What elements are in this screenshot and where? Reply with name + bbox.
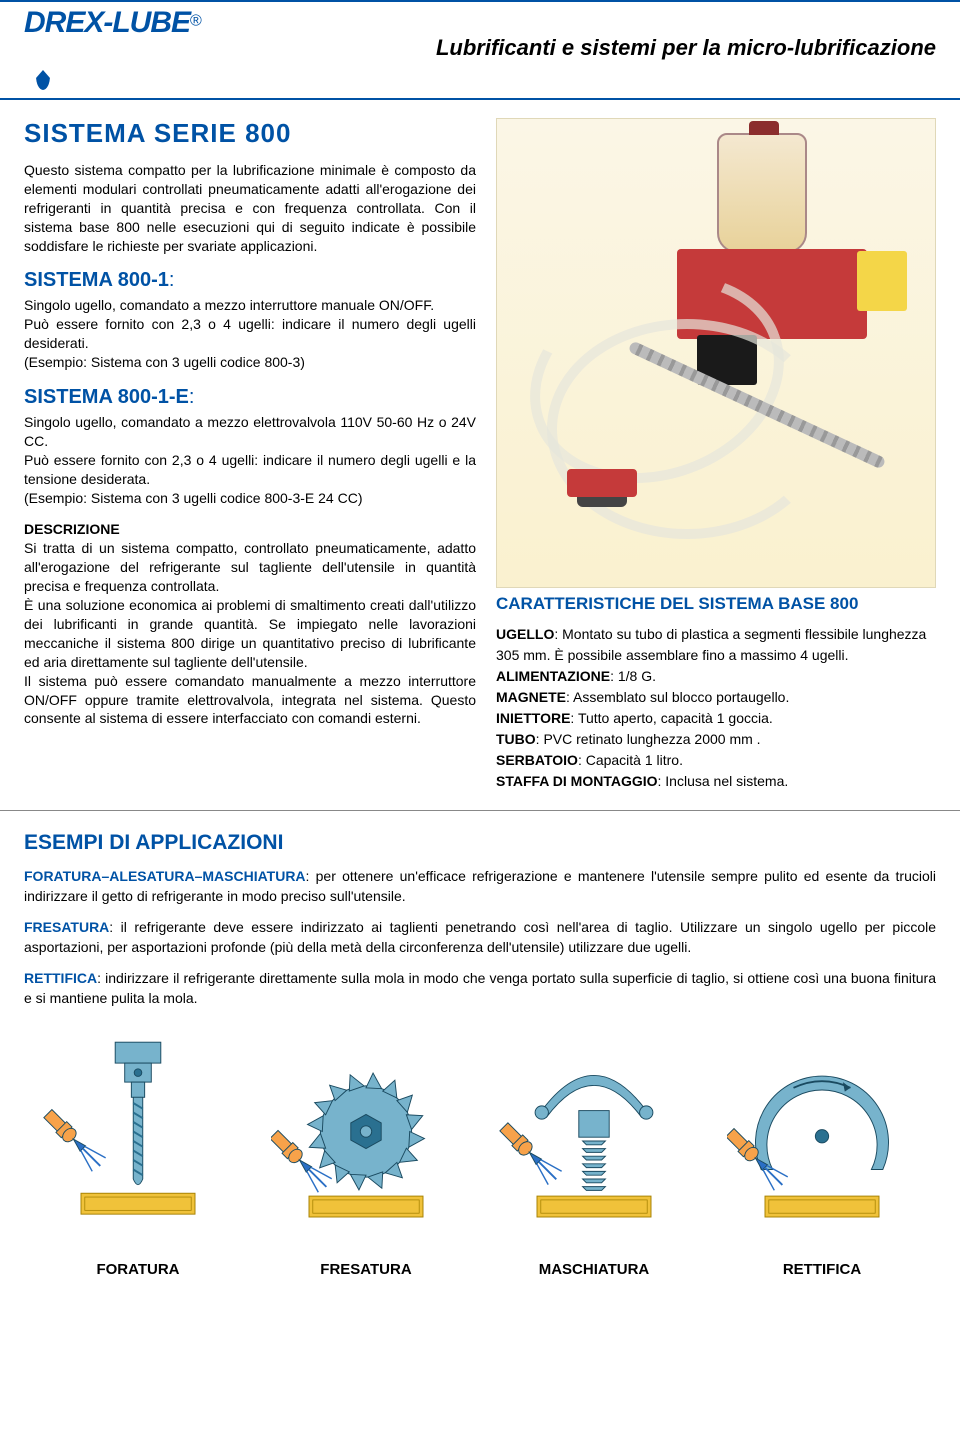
example-item: FRESATURA: il refrigerante deve essere i…	[24, 918, 936, 957]
spec-row: TUBO: PVC retinato lunghezza 2000 mm .	[496, 729, 936, 750]
diagram-cell: FORATURA	[43, 1031, 233, 1278]
examples-section: ESEMPI DI APPLICAZIONI FORATURA–ALESATUR…	[0, 810, 960, 1009]
variant-800-1e-body: Singolo ugello, comandato a mezzo elettr…	[24, 413, 476, 507]
example-lead: RETTIFICA	[24, 970, 97, 986]
spec-label: ALIMENTAZIONE	[496, 668, 610, 684]
variant-800-1-body: Singolo ugello, comandato a mezzo interr…	[24, 296, 476, 372]
spec-row: ALIMENTAZIONE: 1/8 G.	[496, 666, 936, 687]
spec-value: : 1/8 G.	[610, 668, 656, 684]
spec-row: STAFFA DI MONTAGGIO: Inclusa nel sistema…	[496, 771, 936, 792]
spec-label: MAGNETE	[496, 689, 566, 705]
diagram-label: FORATURA	[96, 1261, 179, 1278]
left-column: SISTEMA SERIE 800 Questo sistema compatt…	[24, 118, 476, 792]
colon: :	[169, 269, 175, 291]
product-photo-placeholder	[496, 118, 936, 588]
spec-row: SERBATOIO: Capacità 1 litro.	[496, 750, 936, 771]
description-heading: DESCRIZIONE	[24, 521, 476, 537]
registered-mark: ®	[190, 13, 202, 30]
spec-row: UGELLO: Montato su tubo di plastica a se…	[496, 624, 936, 666]
example-text: : indirizzare il refrigerante direttamen…	[24, 970, 936, 1006]
spec-label: SERBATOIO	[496, 752, 578, 768]
spec-value: : PVC retinato lunghezza 2000 mm .	[536, 731, 761, 747]
spec-value: : Assemblato sul blocco portaugello.	[566, 689, 789, 705]
spec-row: INIETTORE: Tutto aperto, capacità 1 gocc…	[496, 708, 936, 729]
tagline: Lubrificanti e sistemi per la micro-lubr…	[436, 35, 936, 61]
header: DREX-LUBE® Lubrificanti e sistemi per la…	[0, 2, 960, 90]
page: DREX-LUBE® Lubrificanti e sistemi per la…	[0, 0, 960, 1288]
spec-value: : Inclusa nel sistema.	[658, 773, 789, 789]
variant-800-1-name: SISTEMA 800-1	[24, 269, 169, 291]
spec-label: UGELLO	[496, 626, 554, 642]
page-title: SISTEMA SERIE 800	[24, 118, 476, 149]
diagram-cell: MASCHIATURA	[499, 1031, 689, 1278]
reservoir-shape	[717, 133, 807, 253]
diagram-row: FORATURA FRESATURA MASCHIATURA	[0, 1021, 960, 1288]
example-lead: FORATURA–ALESATURA–MASCHIATURA	[24, 868, 306, 884]
cap-shape	[749, 121, 779, 135]
diagram-cell: FRESATURA	[271, 1031, 461, 1278]
diagram-cell: RETTIFICA	[727, 1031, 917, 1278]
intro-paragraph: Questo sistema compatto per la lubrifica…	[24, 161, 476, 255]
spec-label: TUBO	[496, 731, 536, 747]
diagram-label: FRESATURA	[320, 1261, 411, 1278]
diagram-label: RETTIFICA	[783, 1261, 861, 1278]
drop-icon	[36, 70, 50, 90]
examples-list: FORATURA–ALESATURA–MASCHIATURA: per otte…	[24, 867, 936, 1009]
spec-label: STAFFA DI MONTAGGIO	[496, 773, 658, 789]
description-body: Si tratta di un sistema compatto, contro…	[24, 539, 476, 728]
example-item: RETTIFICA: indirizzare il refrigerante d…	[24, 969, 936, 1008]
spec-value: : Tutto aperto, capacità 1 goccia.	[570, 710, 772, 726]
brand-text: DREX-LUBE®	[24, 6, 202, 90]
brand-name: DREX-LUBE	[24, 6, 190, 39]
right-column: CARATTERISTICHE DEL SISTEMA BASE 800 UGE…	[496, 118, 936, 792]
diagram-label: MASCHIATURA	[539, 1261, 650, 1278]
spec-label: INIETTORE	[496, 710, 570, 726]
spec-row: MAGNETE: Assemblato sul blocco portaugel…	[496, 687, 936, 708]
spec-value: : Capacità 1 litro.	[578, 752, 683, 768]
colon: :	[189, 386, 195, 408]
variant-800-1e-heading: SISTEMA 800-1-E:	[24, 386, 476, 409]
variant-800-1-heading: SISTEMA 800-1:	[24, 269, 476, 292]
characteristics-heading: CARATTERISTICHE DEL SISTEMA BASE 800	[496, 594, 936, 614]
variant-800-1e-name: SISTEMA 800-1-E	[24, 386, 189, 408]
main-columns: SISTEMA SERIE 800 Questo sistema compatt…	[0, 100, 960, 792]
example-text: : il refrigerante deve essere indirizzat…	[24, 919, 936, 955]
example-lead: FRESATURA	[24, 919, 109, 935]
magnet-base-shape	[567, 469, 637, 497]
brand-block: DREX-LUBE®	[24, 6, 202, 90]
characteristics-list: UGELLO: Montato su tubo di plastica a se…	[496, 624, 936, 792]
example-item: FORATURA–ALESATURA–MASCHIATURA: per otte…	[24, 867, 936, 906]
valve-shape	[857, 251, 907, 311]
spec-value: : Montato su tubo di plastica a segmenti…	[496, 626, 926, 663]
examples-heading: ESEMPI DI APPLICAZIONI	[24, 831, 936, 855]
